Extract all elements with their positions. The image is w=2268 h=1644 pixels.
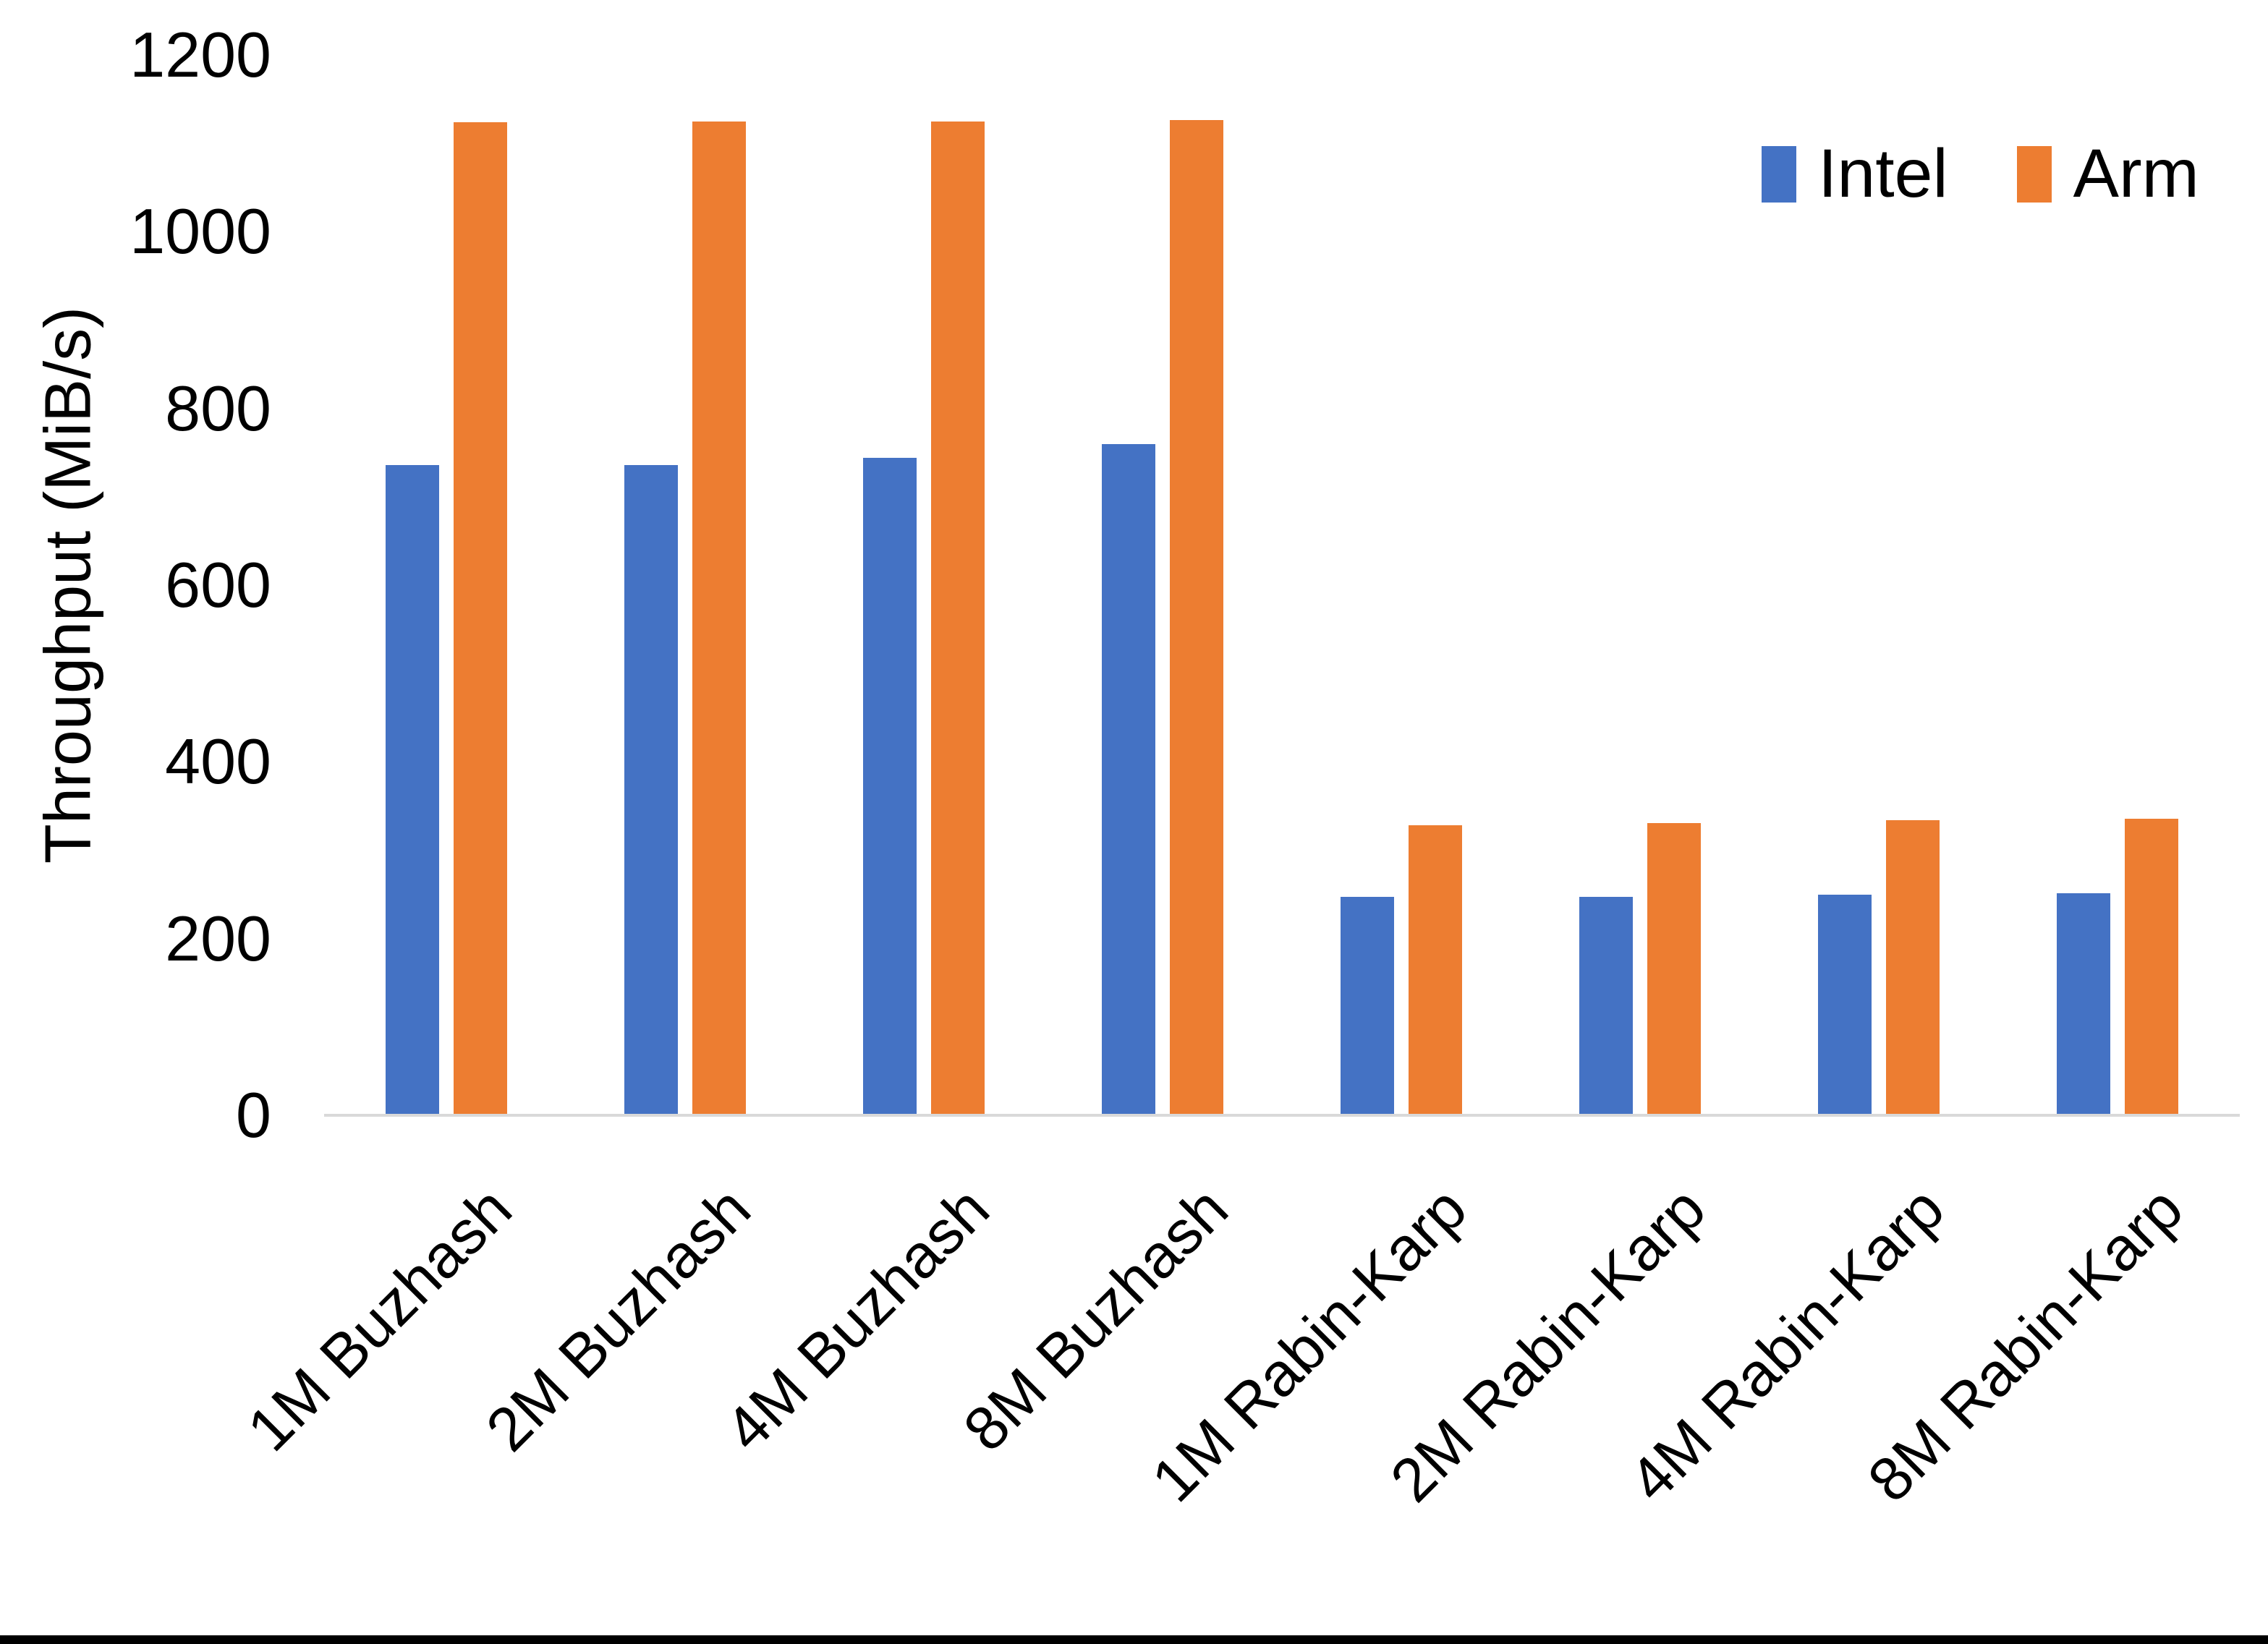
y-tick-label: 800 (165, 372, 271, 444)
bar-arm-1 (454, 122, 507, 1115)
bar-arm-6 (1647, 822, 1701, 1115)
legend: Intel Arm (1762, 135, 2199, 213)
bar-arm-8 (2125, 818, 2178, 1115)
y-tick-label: 200 (165, 902, 271, 974)
bar-arm-4 (1170, 120, 1223, 1115)
bar-intel-5 (1341, 897, 1394, 1115)
category-label: 1M Buzhash (234, 1174, 525, 1465)
x-axis-line (324, 1114, 2240, 1117)
y-tick-label: 0 (236, 1079, 271, 1151)
bar-intel-3 (863, 458, 917, 1115)
bar-intel-1 (386, 464, 439, 1115)
legend-swatch-arm (2016, 145, 2052, 203)
y-tick-label: 400 (165, 725, 271, 798)
bar-arm-7 (1886, 819, 1940, 1115)
legend-swatch-intel (1762, 145, 1796, 203)
bottom-border (0, 1635, 2268, 1644)
legend-item-arm: Arm (2016, 135, 2199, 213)
bar-intel-7 (1818, 894, 1872, 1115)
legend-item-intel: Intel (1762, 135, 1948, 213)
bar-intel-8 (2057, 893, 2110, 1115)
bar-intel-4 (1102, 443, 1155, 1115)
bar-arm-3 (931, 121, 985, 1115)
legend-label: Intel (1818, 135, 1948, 212)
bar-intel-6 (1579, 897, 1633, 1115)
bar-intel-2 (624, 464, 678, 1115)
y-tick-label: 1200 (129, 19, 271, 90)
bar-arm-2 (692, 121, 746, 1115)
legend-label: Arm (2073, 135, 2199, 212)
y-tick-label: 600 (165, 549, 271, 621)
bar-arm-5 (1409, 825, 1462, 1115)
y-tick-label: 1000 (129, 195, 271, 268)
